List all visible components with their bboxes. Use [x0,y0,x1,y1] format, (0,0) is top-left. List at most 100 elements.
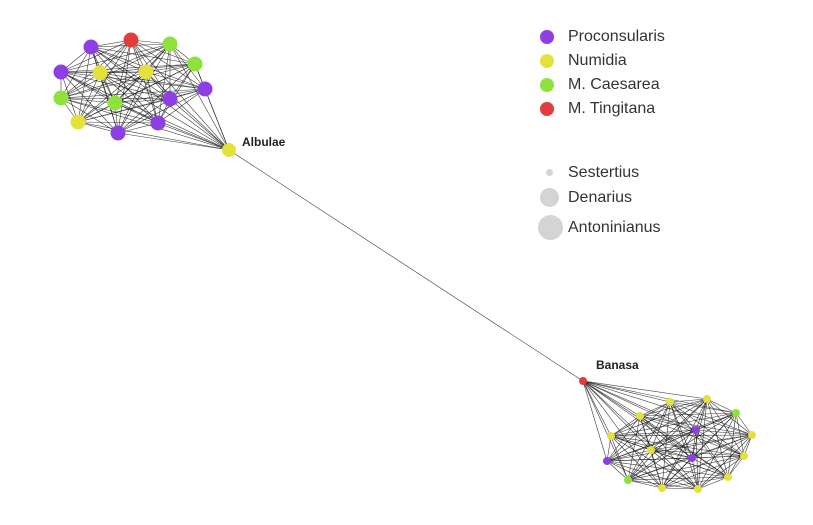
graph-edge [606,460,663,489]
graph-edge [99,72,159,124]
graph-edge [669,401,697,431]
graph-edge [627,415,641,481]
size-dot [540,188,559,207]
graph-edge [99,72,206,90]
graph-edge [60,97,159,124]
graph-edge [650,449,699,490]
graph-node [647,446,655,454]
legend-item-numidia: Numidia [540,50,665,74]
legend-item-caesarea: M. Caesarea [540,74,665,98]
graph-node [624,476,632,484]
graph-node [138,64,154,80]
hub-edge-albulae [60,71,230,151]
graph-edge [606,460,729,478]
hub-edge-banasa [582,380,641,417]
legend-swatch [540,54,554,68]
size-dot [546,169,553,176]
graph-edge [695,429,699,490]
graph-edge [650,449,729,478]
graph-node [724,473,732,481]
graph-edge [60,88,206,99]
graph-edge [627,457,693,481]
graph-edge [60,71,171,100]
graph-node [110,125,126,141]
graph-edge [145,71,206,90]
hub-node-banasa [579,377,587,385]
graph-edge [610,415,641,437]
hub-label-banasa: Banasa [596,358,639,372]
size-label: Sestertius [568,164,640,181]
graph-edge [661,434,753,489]
graph-node [53,64,69,80]
graph-node [603,457,611,465]
graph-node [197,81,213,97]
graph-node [658,484,666,492]
graph-edge [735,412,753,436]
hub-edge-banasa [582,380,693,459]
graph-edge [695,429,753,436]
graph-edge [114,102,159,124]
legend-label: Numidia [568,52,627,69]
graph-edge [99,43,171,74]
graph-edge [627,479,663,489]
graph-edge [650,429,697,451]
hub-edge-albulae [204,88,230,151]
graph-edge [697,476,729,490]
graph-edge [606,460,629,481]
graph-edge [695,429,729,478]
graph-edge [650,434,753,451]
graph-edge [90,46,171,100]
graph-edge [661,429,697,489]
size-item-antoninianus: Antoninianus [538,213,661,243]
hub-edge-albulae [157,122,230,151]
graph-edge [706,398,737,414]
graph-node [748,431,756,439]
hub-edge-albulae [99,72,230,151]
graph-node [150,115,166,131]
graph-edge [669,401,753,436]
hub-edge-banasa [582,380,612,437]
graph-edge [706,398,729,478]
hub-node-albulae [222,143,236,157]
graph-edges [60,39,753,490]
hub-edge-banasa [582,380,729,478]
graph-edge [610,412,737,437]
graph-edge [669,401,693,459]
hub-edge-albulae [90,46,230,151]
graph-node [692,426,700,434]
graph-edge [157,43,171,124]
size-dot [538,215,563,240]
hub-edge-banasa [582,380,671,403]
hub-edge-banasa [582,380,737,414]
graph-edge [60,71,147,99]
graph-edge [650,449,663,489]
hub-label-albulae: Albulae [242,135,286,149]
hub-edge-albulae [130,39,230,151]
size-item-sestertius: Sestertius [538,163,661,185]
legend-item-proconsularis: Proconsularis [540,26,665,50]
graph-edge [627,476,729,481]
hub-edge-banasa [582,380,608,462]
graph-edge [669,401,729,478]
graph-edge [697,412,737,490]
legend-item-tingitana: M. Tingitana [540,98,665,122]
graph-node [92,65,108,81]
graph-edge [691,455,745,459]
graph-node [636,412,644,420]
graph-nodes [53,32,756,493]
graph-edge [639,415,745,457]
graph-edge [661,455,745,489]
hub-edge-banasa [582,380,663,489]
legend-swatch [540,30,554,44]
graph-edge [60,71,116,104]
graph-node [162,36,178,52]
graph-edge [60,63,196,99]
graph-edge [639,415,693,459]
graph-edge [661,476,729,489]
hub-edge-albulae [169,98,230,151]
graph-node [732,409,740,417]
graph-edge [114,98,171,104]
hub-edge-banasa [582,380,745,457]
size-label: Antoninianus [568,219,661,236]
